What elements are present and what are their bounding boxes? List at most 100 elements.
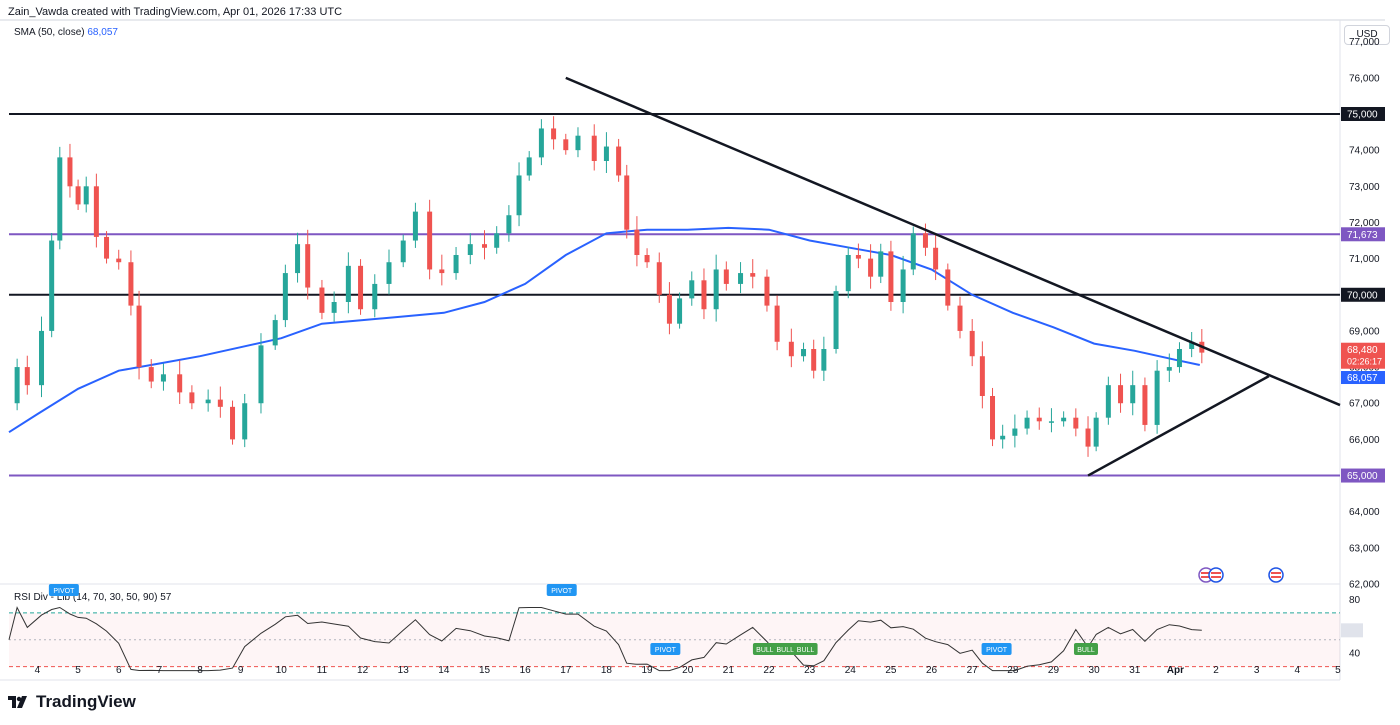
- candle[interactable]: [439, 254, 445, 286]
- candle[interactable]: [788, 328, 794, 368]
- candle[interactable]: [494, 226, 500, 254]
- candle[interactable]: [516, 162, 522, 227]
- candle[interactable]: [677, 292, 683, 329]
- candle[interactable]: [1166, 353, 1172, 383]
- candle[interactable]: [345, 252, 351, 314]
- candle[interactable]: [526, 151, 532, 181]
- candle[interactable]: [1000, 424, 1006, 449]
- candle[interactable]: [412, 202, 418, 248]
- candle[interactable]: [57, 146, 63, 250]
- candle[interactable]: [39, 316, 45, 398]
- candle[interactable]: [83, 176, 89, 213]
- candle[interactable]: [67, 143, 73, 198]
- candle[interactable]: [189, 385, 195, 410]
- economic-event-icon[interactable]: [1208, 567, 1224, 583]
- candle[interactable]: [1024, 410, 1030, 435]
- candle[interactable]: [272, 314, 278, 350]
- candle[interactable]: [990, 387, 996, 447]
- candle[interactable]: [148, 359, 154, 389]
- candle[interactable]: [945, 263, 951, 311]
- candle[interactable]: [575, 127, 581, 158]
- candle[interactable]: [616, 138, 622, 182]
- candle[interactable]: [900, 255, 906, 314]
- candle[interactable]: [319, 279, 325, 320]
- rsi-signal-badge[interactable]: [48, 584, 79, 596]
- candle[interactable]: [282, 264, 288, 328]
- candle[interactable]: [1073, 408, 1079, 437]
- candle[interactable]: [136, 290, 142, 380]
- candle[interactable]: [563, 133, 569, 155]
- candle[interactable]: [467, 233, 473, 265]
- candle[interactable]: [1154, 360, 1160, 434]
- candle[interactable]: [506, 205, 512, 242]
- candle[interactable]: [1048, 408, 1054, 433]
- candle[interactable]: [331, 291, 337, 322]
- candle[interactable]: [1142, 377, 1148, 432]
- rsi-signal-badge[interactable]: [793, 643, 818, 655]
- candle[interactable]: [1061, 411, 1067, 427]
- candle[interactable]: [1036, 407, 1042, 430]
- candle[interactable]: [933, 235, 939, 281]
- candle[interactable]: [427, 199, 433, 280]
- candle[interactable]: [666, 282, 672, 335]
- rsi-line[interactable]: [8, 606, 1202, 672]
- rsi-legend[interactable]: RSI Div - Lib (14, 70, 30, 50, 90) 57: [14, 592, 171, 603]
- candle[interactable]: [957, 296, 963, 339]
- candle[interactable]: [372, 274, 378, 318]
- candle[interactable]: [14, 358, 20, 411]
- candle[interactable]: [217, 386, 223, 418]
- candle[interactable]: [713, 254, 719, 322]
- candle[interactable]: [230, 400, 236, 445]
- tradingview-logo[interactable]: TradingView: [8, 692, 136, 712]
- candle[interactable]: [888, 240, 894, 311]
- candle[interactable]: [591, 124, 597, 171]
- candle[interactable]: [603, 132, 609, 173]
- candle[interactable]: [128, 250, 134, 316]
- candle[interactable]: [205, 389, 211, 412]
- candle[interactable]: [821, 336, 827, 381]
- candle[interactable]: [701, 268, 707, 320]
- candle[interactable]: [177, 360, 183, 404]
- candle[interactable]: [764, 269, 770, 312]
- candle[interactable]: [878, 243, 884, 284]
- candle[interactable]: [969, 319, 975, 367]
- candle[interactable]: [258, 333, 264, 414]
- candle[interactable]: [1085, 416, 1091, 457]
- candle[interactable]: [242, 393, 248, 448]
- candle[interactable]: [453, 246, 459, 280]
- candle[interactable]: [1176, 342, 1182, 373]
- candle[interactable]: [910, 226, 916, 276]
- candle[interactable]: [868, 244, 874, 289]
- candle[interactable]: [801, 342, 807, 362]
- candle[interactable]: [551, 116, 557, 150]
- candle[interactable]: [1118, 373, 1124, 413]
- candle[interactable]: [1093, 412, 1099, 452]
- candle[interactable]: [979, 341, 985, 409]
- candle[interactable]: [845, 246, 851, 299]
- rsi-signal-badge[interactable]: [981, 643, 1012, 655]
- sma-line[interactable]: [8, 226, 1201, 434]
- candle[interactable]: [634, 216, 640, 267]
- descending-trendline[interactable]: [565, 76, 1341, 407]
- rsi-signal-badge[interactable]: [1073, 643, 1098, 655]
- candle[interactable]: [116, 249, 122, 270]
- candle[interactable]: [358, 259, 364, 315]
- candle[interactable]: [656, 252, 662, 303]
- candle[interactable]: [855, 243, 861, 269]
- candle[interactable]: [75, 179, 81, 210]
- candle[interactable]: [1105, 376, 1111, 425]
- rsi-signal-badge[interactable]: [546, 584, 577, 596]
- sma-legend[interactable]: SMA (50, close) 68,057: [14, 27, 118, 38]
- candle[interactable]: [49, 232, 55, 338]
- candle[interactable]: [400, 234, 406, 268]
- candle[interactable]: [811, 339, 817, 379]
- candle[interactable]: [386, 249, 392, 295]
- candle[interactable]: [833, 285, 839, 354]
- candle[interactable]: [305, 229, 311, 300]
- candle[interactable]: [1189, 332, 1195, 358]
- currency-button[interactable]: USD: [1344, 25, 1390, 45]
- candle[interactable]: [482, 230, 488, 260]
- candle[interactable]: [1130, 370, 1136, 416]
- candle[interactable]: [538, 119, 544, 166]
